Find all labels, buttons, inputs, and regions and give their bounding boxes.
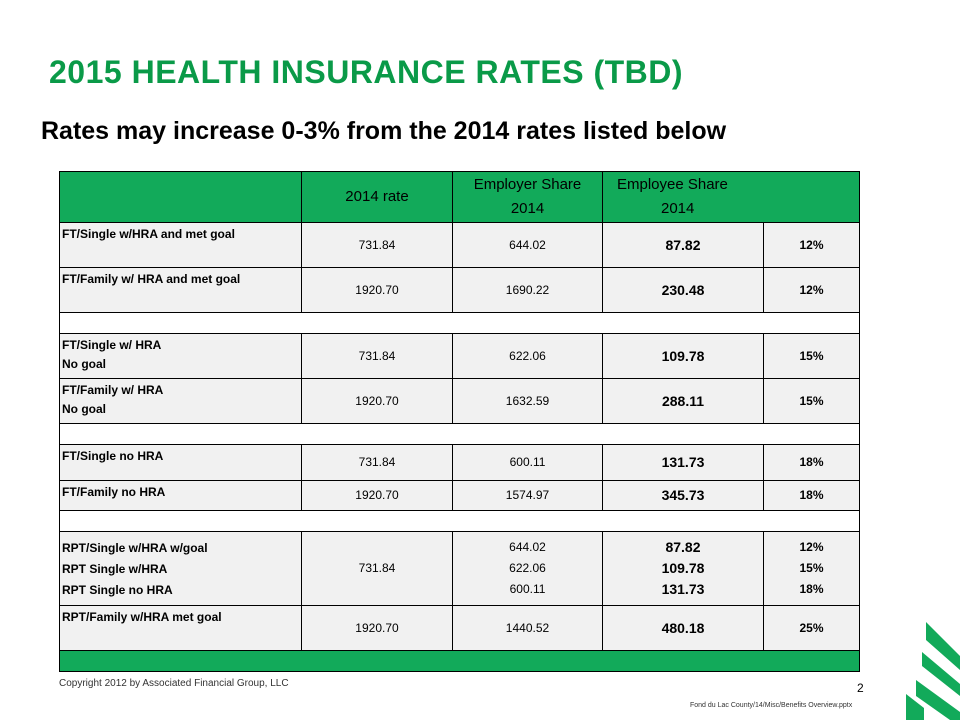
rate-cell: 1920.70 [301, 267, 453, 313]
slide-subtitle: Rates may increase 0-3% from the 2014 ra… [41, 117, 727, 145]
plan-label: FT/Single w/ HRA No goal [59, 333, 302, 379]
rate-cell: 1920.70 [301, 480, 453, 511]
plan-label: FT/Family no HRA [59, 480, 302, 511]
employer-share-cell: 644.02 622.06 600.11 [452, 531, 603, 606]
employee-percent-cell: 18% [763, 444, 860, 481]
copyright-text: Copyright 2012 by Associated Financial G… [59, 678, 289, 689]
green-tree-logo-icon [906, 622, 960, 720]
employer-share-cell: 1440.52 [452, 605, 603, 651]
rate-cell: 731.84 [301, 444, 453, 481]
table-row: FT/Single no HRA 731.84 600.11 131.73 18… [59, 444, 860, 481]
file-path: Fond du Lac County/14/Misc/Benefits Over… [690, 702, 853, 709]
slide-title: 2015 HEALTH INSURANCE RATES (TBD) [49, 54, 684, 90]
plan-label: RPT/Family w/HRA met goal [59, 605, 302, 651]
employee-share-cell: 480.18 [602, 605, 764, 651]
spacer-row [59, 423, 860, 445]
employee-share-cell: 87.82 109.78 131.73 [602, 531, 764, 606]
rate-cell: 731.84 [301, 222, 453, 268]
table-row: FT/Single w/ HRA No goal 731.84 622.06 1… [59, 333, 860, 379]
rate-cell: 731.84 [301, 333, 453, 379]
table-row: RPT/Single w/HRA w/goal RPT Single w/HRA… [59, 531, 860, 606]
spacer-row [59, 312, 860, 334]
rate-cell: 1920.70 [301, 605, 453, 651]
header-plan [59, 171, 302, 223]
rate-cell: 1920.70 [301, 378, 453, 424]
table-row: FT/Family w/ HRA No goal 1920.70 1632.59… [59, 378, 860, 424]
employee-share-cell: 288.11 [602, 378, 764, 424]
table-row: FT/Single w/HRA and met goal 731.84 644.… [59, 222, 860, 268]
employee-share-cell: 230.48 [602, 267, 764, 313]
spacer-row [59, 510, 860, 532]
table-row: FT/Family w/ HRA and met goal 1920.70 16… [59, 267, 860, 313]
table-row: FT/Family no HRA 1920.70 1574.97 345.73 … [59, 480, 860, 511]
employee-share-cell: 109.78 [602, 333, 764, 379]
table-header-row: 2014 rate Employer Share 2014 Employee S… [59, 171, 860, 223]
plan-label: FT/Single w/HRA and met goal [59, 222, 302, 268]
employee-percent-cell: 25% [763, 605, 860, 651]
employee-percent-cell: 12% 15% 18% [763, 531, 860, 606]
employee-share-cell: 131.73 [602, 444, 764, 481]
table-footer-bar [59, 650, 860, 672]
employer-share-cell: 1632.59 [452, 378, 603, 424]
employee-share-cell: 87.82 [602, 222, 764, 268]
employee-percent-cell: 15% [763, 333, 860, 379]
rate-cell: 731.84 [301, 531, 453, 606]
employee-percent-cell: 12% [763, 267, 860, 313]
header-employee-share: Employee Share 2014 [602, 171, 860, 223]
rates-table: 2014 rate Employer Share 2014 Employee S… [59, 171, 860, 672]
employee-percent-cell: 18% [763, 480, 860, 511]
plan-label: FT/Single no HRA [59, 444, 302, 481]
employer-share-cell: 622.06 [452, 333, 603, 379]
employee-share-cell: 345.73 [602, 480, 764, 511]
plan-label: FT/Family w/ HRA No goal [59, 378, 302, 424]
header-rate: 2014 rate [301, 171, 453, 223]
employee-percent-cell: 12% [763, 222, 860, 268]
plan-label: RPT/Single w/HRA w/goal RPT Single w/HRA… [59, 531, 302, 606]
table-row: RPT/Family w/HRA met goal 1920.70 1440.5… [59, 605, 860, 651]
employer-share-cell: 1690.22 [452, 267, 603, 313]
employer-share-cell: 644.02 [452, 222, 603, 268]
employer-share-cell: 600.11 [452, 444, 603, 481]
page-number: 2 [857, 681, 864, 695]
header-employer-share: Employer Share 2014 [452, 171, 603, 223]
employee-percent-cell: 15% [763, 378, 860, 424]
employer-share-cell: 1574.97 [452, 480, 603, 511]
plan-label: FT/Family w/ HRA and met goal [59, 267, 302, 313]
